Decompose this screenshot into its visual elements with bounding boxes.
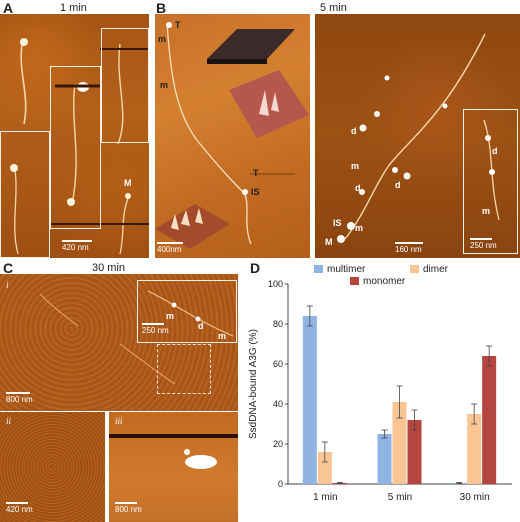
panel-letter-a: A [3,0,14,16]
bar-dimer-1 [392,402,407,484]
y-tick-label: 0 [278,479,283,489]
panel-c-ii-label: ii [6,416,12,426]
marker-b-inset-m: m [482,206,491,216]
panel-c-time: 30 min [92,262,126,274]
marker-b-inset-d: d [492,146,498,156]
bar-multimer-0 [302,316,317,484]
bar-monomer-2 [482,356,497,484]
marker-c-m1: m [166,311,175,321]
legend-swatch-dimer [410,265,419,273]
y-axis-label: SsdDNA-bound A3G (%) [248,329,259,439]
marker-b-m4: m [355,223,364,233]
afm-image-c-ii: ii 420 nm [0,412,105,522]
panel-c-iii-label: iii [115,416,123,426]
y-tick-label: 40 [273,399,283,409]
surface-3d-top [207,29,295,64]
scale-bar-c-i: 800 nm [6,392,33,404]
legend-swatch-monomer [350,277,359,285]
marker-b-is2: IS [333,218,342,228]
legend-swatch-multimer [314,265,323,273]
marker-b-d3: d [395,180,401,190]
afm-image-b-right: d m d d IS m M 160 nm d m 250 nm [315,14,520,258]
panel-a-time: 1 min [60,2,87,14]
y-tick-label: 60 [273,359,283,369]
legend-label-dimer: dimer [423,264,449,275]
selection-box-c [157,344,211,394]
inset-box-b-right: d m 250 nm [463,109,518,254]
panel-letter-d: D [250,260,261,276]
afm-image-a: M 420 nm [0,14,149,258]
surface-3d-middle [229,70,309,138]
x-tick-label: 5 min [388,492,412,503]
marker-b-m3: m [351,161,360,171]
marker-b-t2: T [253,168,259,178]
y-tick-label: 80 [273,319,283,329]
bar-dimer-2 [467,414,482,484]
marker-b-m2: m [160,80,169,90]
dna-strands-a [10,38,149,255]
x-tick-label: 1 min [313,492,337,503]
marker-b-m1: m [158,34,167,44]
panel-letter-b: B [156,0,167,16]
scale-bar-a: 420 nm [62,240,92,252]
scale-bar-c-inset: 250 nm [142,323,169,335]
scale-bar-c-ii: 420 nm [6,502,33,514]
afm-image-b-left: T m m T IS 400nm [155,14,310,258]
scale-bar-b-right: 160 nm [395,242,423,254]
dna-strand-b [166,22,295,245]
marker-b-t1: T [175,20,181,30]
y-tick-label: 100 [268,279,283,289]
x-tick-label: 30 min [460,492,490,503]
legend-label-multimer: multimer [327,264,366,275]
bar-monomer-1 [407,420,422,484]
panel-b-time: 5 min [320,2,347,14]
bar-dimer-0 [317,452,332,484]
marker-b-is: IS [251,187,260,197]
panel-c-i-label: i [6,280,9,290]
marker-b-d2: d [355,183,361,193]
y-tick-label: 20 [273,439,283,449]
bar-multimer-1 [377,434,392,484]
marker-b-d1: d [351,126,357,136]
bar-chart-d: 0 20 40 60 80 100 SsdDNA-bound A3G (%) 1 min 5 m… [248,264,512,503]
marker-c-d: d [198,321,204,331]
marker-b-m5: M [325,237,333,247]
afm-image-c-i: i m d m 250 nm 800 nm [0,274,238,411]
surface-3d-bottom [155,204,230,249]
legend-label-monomer: monomer [363,276,406,287]
marker-a-m: M [124,178,132,188]
inset-box-a-right [101,28,149,143]
dna-strand-b-right [337,33,486,243]
scale-bar-b-inset: 250 nm [470,238,497,250]
inset-box-a-left [0,131,50,258]
afm-image-c-iii: iii 800 nm [109,412,238,522]
panel-letter-c: C [3,260,14,276]
inset-box-c: m d m 250 nm [137,280,237,343]
marker-c-m2: m [218,331,227,341]
scale-bar-c-iii: 800 nm [115,502,142,514]
inset-box-a-center [50,66,101,229]
scale-bar-b-left: 400nm [157,242,183,254]
